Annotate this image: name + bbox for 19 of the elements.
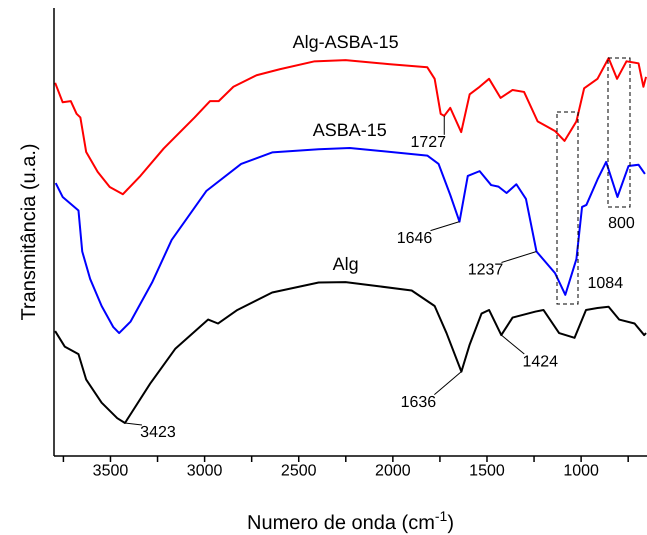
x-tick-label: 2500 bbox=[280, 462, 317, 480]
y-axis-title: Transmitância (u.a.) bbox=[18, 143, 40, 321]
series-label: Alg bbox=[332, 254, 359, 274]
x-axis-title: Numero de onda (cm$^{-1}$) bbox=[247, 508, 454, 534]
series-label: ASBA-15 bbox=[312, 120, 387, 140]
annotation: 800 bbox=[608, 215, 635, 232]
x-tick-label: 3000 bbox=[186, 462, 222, 480]
x-tick-label: 2000 bbox=[375, 462, 411, 480]
annotation: 1237 bbox=[468, 262, 504, 279]
annotation: 1727 bbox=[410, 134, 446, 152]
series-label: Alg-ASBA-15 bbox=[292, 32, 399, 52]
annotation: 3423 bbox=[140, 424, 176, 442]
annotation: 1636 bbox=[400, 394, 436, 411]
x-tick-label: 1500 bbox=[469, 462, 505, 480]
annotation: 1646 bbox=[396, 230, 432, 247]
x-tick-label: 1000 bbox=[563, 462, 600, 480]
annotation: 1424 bbox=[522, 353, 558, 370]
annotation: 1084 bbox=[588, 275, 624, 292]
x-tick-label: 3500 bbox=[92, 462, 128, 480]
